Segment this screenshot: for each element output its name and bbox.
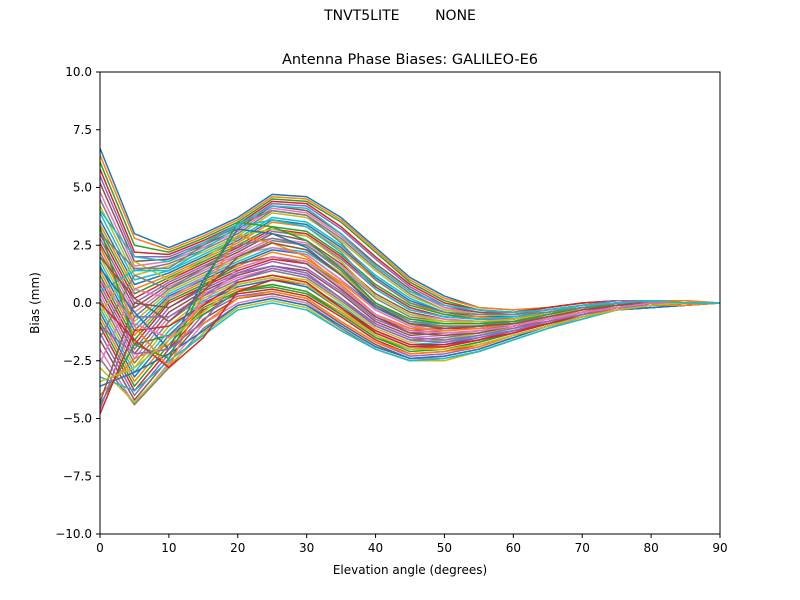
x-tick-label: 90: [712, 541, 727, 555]
y-tick-label: −2.5: [63, 354, 92, 368]
x-tick-label: 80: [643, 541, 658, 555]
x-tick-label: 60: [506, 541, 521, 555]
x-tick-label: 20: [230, 541, 245, 555]
series-line-1: [100, 147, 720, 311]
y-axis-label: Bias (mm): [28, 272, 42, 334]
x-tick-label: 50: [437, 541, 452, 555]
series-line-56: [100, 242, 720, 330]
y-tick-label: 7.5: [73, 123, 92, 137]
x-axis-label: Elevation angle (degrees): [333, 563, 487, 577]
x-axis: 0 10 20 30 40 50 60 70 80 90: [96, 534, 728, 555]
x-tick-label: 0: [96, 541, 104, 555]
figure-suptitle: TNVT5LITE NONE: [324, 8, 476, 24]
y-tick-label: −7.5: [63, 469, 92, 483]
series-line-59: [100, 276, 720, 383]
chart-title: Antenna Phase Biases: GALILEO-E6: [282, 52, 538, 68]
y-tick-label: 2.5: [73, 238, 92, 252]
y-tick-label: −5.0: [63, 412, 92, 426]
y-tick-label: 10.0: [65, 65, 92, 79]
series-line-57: [100, 256, 720, 339]
y-tick-label: 0.0: [73, 296, 92, 310]
x-tick-label: 70: [575, 541, 590, 555]
series-line-60: [100, 205, 720, 313]
x-tick-label: 30: [299, 541, 314, 555]
x-tick-label: 40: [368, 541, 383, 555]
x-tick-label: 10: [161, 541, 176, 555]
y-tick-label: 5.0: [73, 181, 92, 195]
series-layer: [100, 147, 720, 415]
y-axis: −10.0 −7.5 −5.0 −2.5 0.0 2.5 5.0 7.5 10.0: [55, 65, 100, 541]
y-tick-label: −10.0: [55, 527, 92, 541]
